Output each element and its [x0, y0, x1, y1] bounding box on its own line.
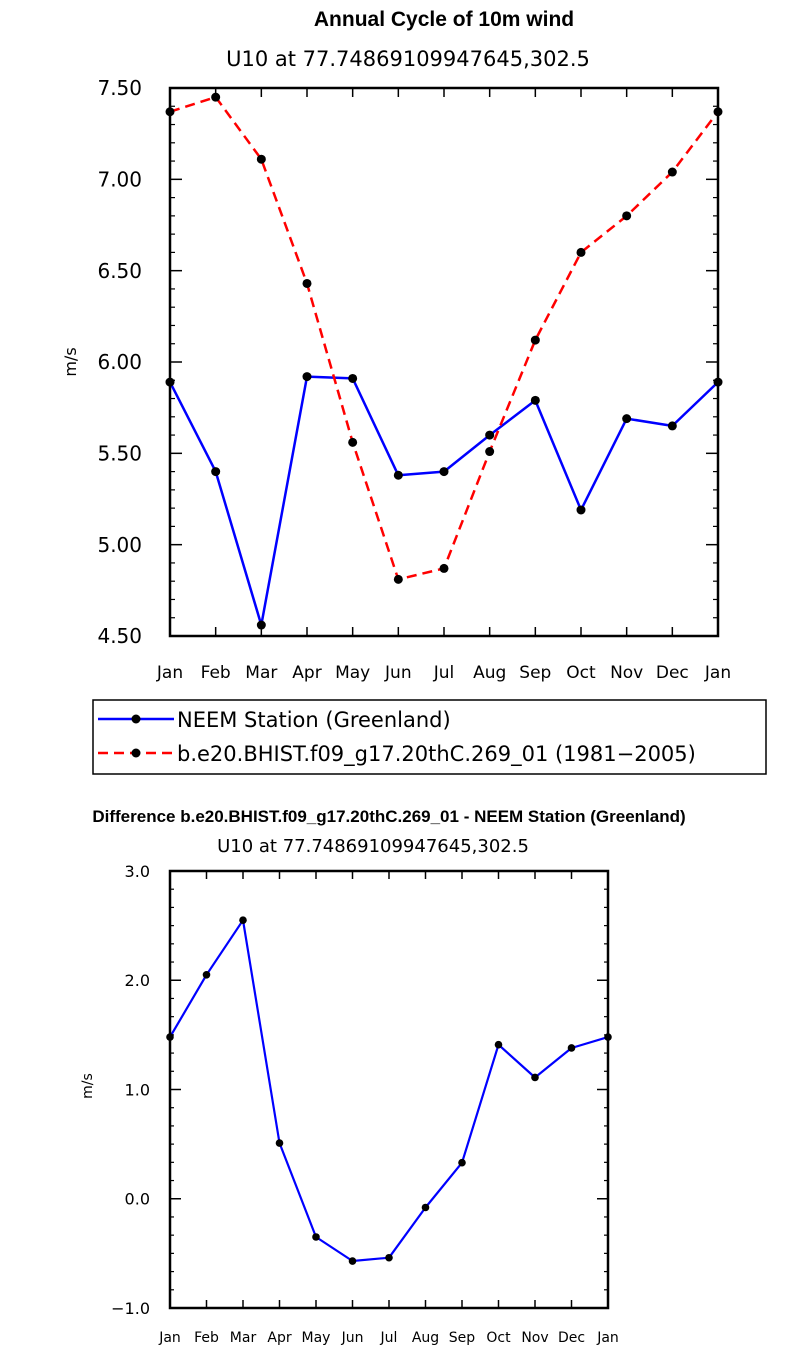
data-point [530, 395, 540, 405]
data-point [531, 1073, 539, 1082]
chart-subtitle: U10 at 77.74869109947645,302.5 [217, 836, 529, 857]
legend-label: b.e20.BHIST.f09_g17.20thC.269_01 (1981−2… [177, 742, 696, 767]
y-tick-label: 7.00 [97, 168, 142, 192]
y-tick-label: 3.0 [125, 862, 150, 881]
legend-box [92, 699, 767, 775]
data-point [622, 414, 632, 424]
x-tick-label: Aug [473, 663, 506, 683]
data-point [202, 970, 211, 979]
y-tick-label: 6.00 [97, 350, 142, 374]
y-axis-label: m/s [61, 347, 80, 376]
legend-item-model: b.e20.BHIST.f09_g17.20thC.269_01 (1981−2… [98, 742, 696, 767]
data-point [312, 1233, 320, 1241]
x-tick-label: Jul [380, 1330, 398, 1346]
data-point [421, 1203, 430, 1212]
legend-item-neem: NEEM Station (Greenland) [98, 708, 451, 732]
data-point [385, 1253, 393, 1262]
data-point [576, 505, 586, 515]
y-tick-label: 2.0 [125, 971, 150, 990]
x-tick-label: Nov [521, 1330, 548, 1346]
x-tick-label: Mar [230, 1330, 257, 1346]
data-point [485, 447, 495, 457]
y-tick-label: 5.00 [97, 533, 142, 557]
x-tick-label: Jan [158, 1330, 181, 1346]
x-tick-label: Aug [412, 1330, 439, 1346]
x-tick-label: Jun [384, 663, 412, 683]
data-point [485, 430, 495, 440]
x-tick-label: Oct [486, 1330, 511, 1346]
y-tick-label: 1.0 [125, 1080, 150, 1099]
data-point [239, 916, 247, 924]
data-point [439, 467, 449, 477]
data-point [622, 211, 632, 221]
data-point [530, 335, 540, 345]
legend-label: NEEM Station (Greenland) [177, 708, 451, 732]
x-tick-label: Feb [194, 1330, 219, 1346]
data-point [576, 247, 586, 257]
y-tick-label: 6.50 [97, 259, 142, 283]
series-line-1 [169, 95, 719, 581]
data-point [302, 372, 312, 382]
data-point [458, 1158, 466, 1167]
x-tick-label: Jan [704, 663, 731, 683]
x-tick-label: May [302, 1330, 331, 1346]
chart-title: Difference b.e20.BHIST.f09_g17.20thC.269… [92, 807, 685, 826]
x-tick-label: Apr [292, 663, 321, 683]
x-tick-label: Jan [156, 663, 183, 683]
data-point [667, 421, 677, 431]
x-tick-label: Apr [267, 1330, 291, 1346]
data-point [667, 167, 677, 177]
x-tick-label: Nov [610, 663, 643, 683]
chart-title: Annual Cycle of 10m wind [314, 8, 574, 31]
y-tick-label: 7.50 [97, 76, 142, 100]
chart-subtitle: U10 at 77.74869109947645,302.5 [226, 47, 590, 71]
data-point [393, 574, 403, 584]
y-tick-label: 0.0 [125, 1190, 150, 1209]
data-point [439, 563, 449, 573]
plot-frame [168, 869, 610, 1310]
x-tick-label: Dec [656, 663, 689, 683]
data-point [393, 470, 403, 480]
series-line-0 [169, 919, 609, 1263]
data-point [494, 1040, 503, 1049]
data-point [211, 92, 221, 102]
legend: NEEM Station (Greenland) b.e20.BHIST.f09… [92, 699, 767, 775]
data-point [275, 1139, 284, 1147]
series-line-0 [168, 375, 719, 627]
chart-annual-cycle: Annual Cycle of 10m wind U10 at 77.74869… [61, 8, 731, 683]
x-tick-label: May [335, 663, 370, 683]
x-tick-label: Mar [245, 663, 277, 683]
x-tick-label: Dec [558, 1330, 585, 1346]
data-point [302, 278, 312, 288]
data-point [348, 1257, 357, 1265]
y-axis-label: m/s [80, 1073, 96, 1099]
plot-frame [168, 86, 720, 638]
chart-difference: Difference b.e20.BHIST.f09_g17.20thC.269… [80, 807, 686, 1346]
x-tick-label: Jun [341, 1330, 364, 1346]
y-tick-label: 4.50 [97, 624, 142, 648]
x-tick-label: Jul [433, 663, 455, 683]
x-tick-label: Oct [566, 663, 596, 683]
x-tick-label: Sep [519, 663, 551, 683]
data-point [348, 373, 358, 383]
y-tick-label: −1.0 [111, 1299, 150, 1318]
x-tick-label: Feb [201, 663, 231, 683]
data-point [256, 154, 266, 164]
x-tick-label: Sep [449, 1330, 476, 1346]
y-tick-label: 5.50 [97, 442, 142, 466]
data-point [348, 437, 358, 447]
data-point [567, 1044, 576, 1052]
data-point [256, 620, 266, 630]
x-tick-label: Jan [596, 1330, 619, 1346]
data-point [211, 467, 221, 477]
